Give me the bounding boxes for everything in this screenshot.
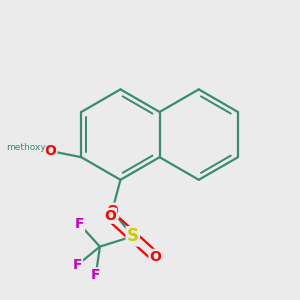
Text: methoxy: methoxy: [6, 143, 46, 152]
Text: F: F: [75, 217, 84, 231]
Text: O: O: [106, 204, 118, 218]
Text: F: F: [73, 258, 82, 272]
Text: S: S: [127, 227, 139, 245]
Text: O: O: [104, 209, 116, 223]
Text: O: O: [44, 144, 56, 158]
Text: O: O: [149, 250, 161, 264]
Text: F: F: [91, 268, 100, 282]
